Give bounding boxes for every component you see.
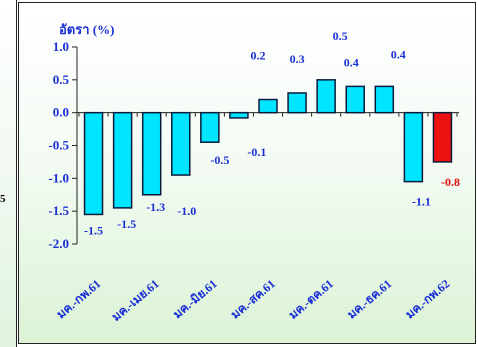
chart-panel: อัตรา (%) 1.0 0.5 0.0 -0.5 -1.0 -1.5 -2.0 -1.5…	[18, 2, 476, 344]
chart-bars	[83, 79, 453, 216]
data-label: -0.1	[247, 145, 266, 159]
bar	[229, 111, 249, 119]
bar	[171, 111, 191, 176]
category-label: มค.-ธค.61	[344, 277, 394, 322]
bar	[432, 111, 453, 163]
y-tick-label: 0.5	[53, 72, 70, 87]
y-tick-label: -0.5	[48, 138, 69, 153]
bar	[112, 111, 133, 209]
bar	[374, 85, 395, 114]
data-label: 0.3	[290, 52, 305, 66]
chart-axes: 1.0 0.5 0.0 -0.5 -1.0 -1.5 -2.0	[48, 39, 459, 251]
bar-chart: อัตรา (%) 1.0 0.5 0.0 -0.5 -1.0 -1.5 -2.0 -1.5…	[48, 22, 460, 324]
data-label: 0.5	[333, 29, 348, 43]
bar	[316, 79, 336, 114]
bar	[403, 111, 424, 183]
y-axis-title: อัตรา (%)	[59, 22, 114, 37]
data-label: -1.1	[412, 195, 431, 209]
bar	[200, 111, 220, 143]
category-label: มค.-เมย.61	[109, 277, 162, 324]
y-tick-label: 1.0	[53, 39, 69, 54]
y-tick-label: 0.0	[53, 105, 69, 120]
bar	[83, 111, 104, 216]
category-label: มค.-มิย.61	[170, 277, 220, 322]
y-tick-label: -1.0	[48, 170, 69, 185]
y-tick-label: -2.0	[48, 236, 69, 251]
chart-data-labels: -1.5 -1.5 -1.3 -1.0 -0.5 -0.1 0.2 0.3 0.5 0.4 0.4 -…	[84, 29, 460, 238]
adjacent-panel-value: 5	[0, 193, 6, 205]
category-label: มค.-สค.61	[228, 277, 278, 322]
data-label: 0.4	[391, 47, 406, 61]
data-label: -1.0	[177, 204, 196, 218]
data-label: -1.5	[84, 223, 103, 237]
data-label: -1.3	[146, 200, 165, 214]
data-label: -0.8	[441, 175, 460, 189]
bar	[141, 111, 162, 196]
data-label: 0.4	[344, 55, 359, 69]
category-label: มค.-ตค.61	[286, 277, 336, 322]
y-tick-label: -1.5	[48, 203, 69, 218]
bar	[287, 92, 307, 114]
data-label: -0.5	[210, 153, 229, 167]
category-label: มค.-กพ.62	[403, 277, 453, 322]
data-label: -1.5	[117, 217, 136, 231]
chart-category-labels: มค.-กพ.61 มค.-เมย.61 มค.-มิย.61 มค.-สค.61 มค…	[54, 277, 453, 324]
data-label: 0.2	[251, 49, 266, 63]
adjacent-panel-edge: 5	[0, 0, 17, 347]
bar	[258, 98, 278, 114]
category-label: มค.-กพ.61	[54, 277, 104, 322]
bar	[345, 85, 365, 114]
